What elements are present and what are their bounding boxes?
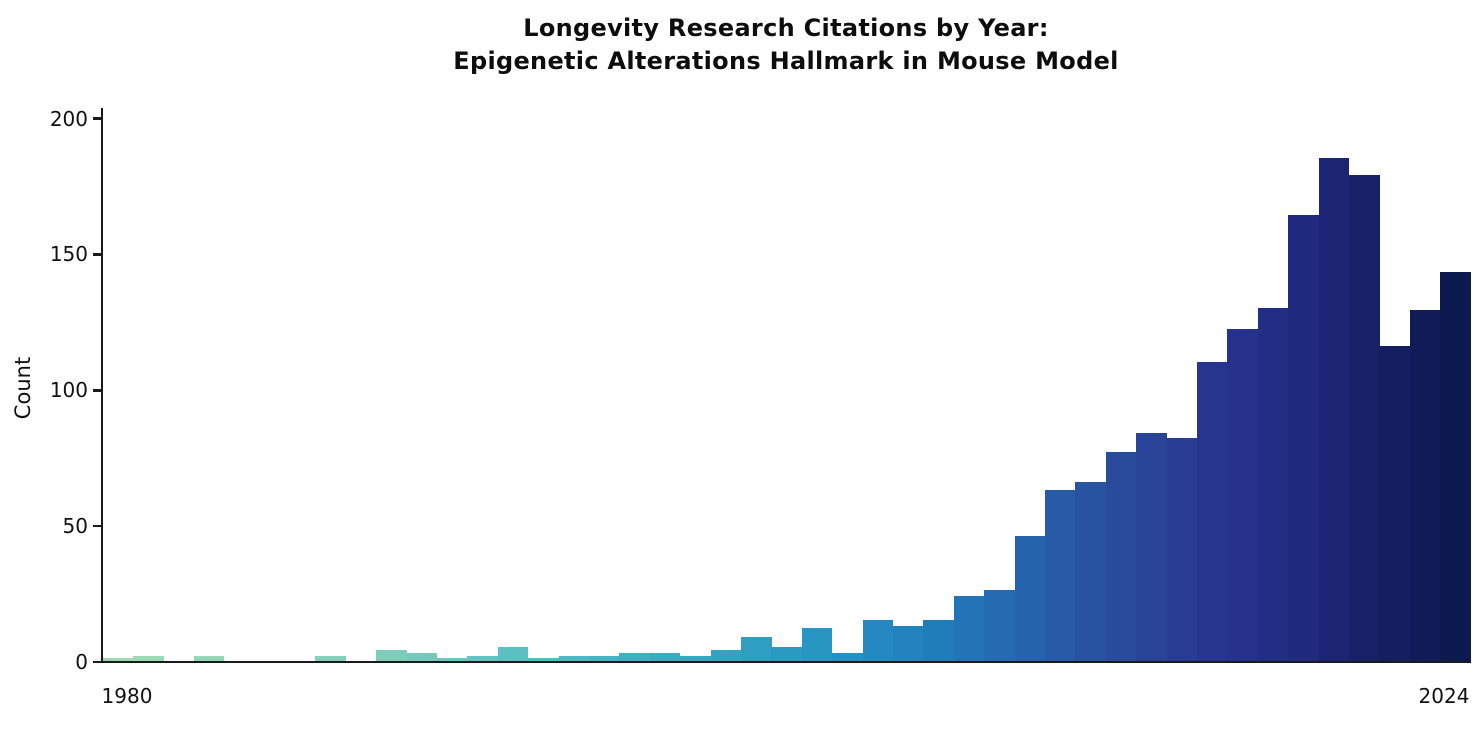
bar-1992 [467,655,498,661]
bar-2003 [801,628,833,661]
y-tick-label: 50 [62,514,88,539]
bar-1980 [102,658,134,661]
bar-2002 [771,647,802,661]
bar-1999 [680,655,711,661]
bar-2008 [953,595,985,661]
bar-2011 [1044,489,1076,661]
bar-1989 [376,650,407,661]
y-tick-label: 100 [49,378,88,403]
bar-2016 [1196,362,1228,661]
bar-2012 [1075,481,1106,661]
x-tick-label: 1980 [101,684,153,708]
chart-title: Longevity Research Citations by Year: Ep… [102,12,1470,78]
bar-2013 [1105,451,1137,661]
x-tick-label: 2024 [1418,684,1470,708]
bar-2019 [1288,215,1319,661]
bar-2000 [710,650,742,661]
x-axis-line [100,660,1471,664]
y-tick-mark [92,253,102,256]
y-tick-mark [92,389,102,392]
bar-2024 [1440,272,1471,661]
bar-1997 [619,652,650,661]
chart-title-line2: Epigenetic Alterations Hallmark in Mouse… [453,47,1119,75]
y-tick-label: 0 [75,650,88,674]
bar-2020 [1318,158,1350,661]
bar-1994 [528,658,559,661]
bar-2015 [1166,438,1198,661]
bar-2021 [1348,174,1380,661]
bar-1993 [497,647,529,661]
bar-2004 [832,652,863,661]
bar-1983 [193,655,225,661]
bar-2023 [1409,310,1441,661]
y-tick-label: 200 [49,106,88,131]
bar-1987 [315,655,346,661]
bar-2009 [984,590,1015,661]
y-tick-mark [92,524,102,528]
y-tick-mark [92,660,102,664]
bar-2017 [1227,329,1258,661]
bar-2001 [740,636,772,661]
bar-2010 [1014,535,1046,661]
bar-1995 [558,655,590,661]
bar-1996 [588,655,620,661]
y-tick-label: 150 [49,242,88,267]
chart-title-line1: Longevity Research Citations by Year: [523,14,1049,42]
bar-2022 [1379,345,1410,661]
bar-1981 [132,655,164,661]
bar-1990 [406,652,438,661]
y-axis-line [100,108,104,663]
bar-2007 [923,620,954,661]
bar-2018 [1257,307,1289,661]
bar-1991 [436,658,468,661]
bar-1998 [649,652,681,661]
y-tick-mark [92,117,102,120]
bar-2014 [1136,432,1167,661]
bar-2005 [862,620,894,661]
bar-2006 [892,625,924,661]
